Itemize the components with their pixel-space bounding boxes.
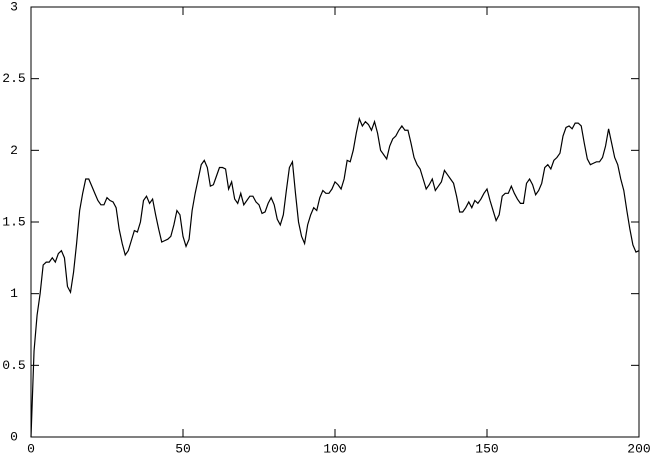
x-tick-label: 50	[175, 441, 191, 456]
y-tick-label: 0.5	[2, 358, 25, 373]
x-tick-label: 150	[475, 441, 498, 456]
y-tick-label: 3	[10, 0, 18, 14]
data-line	[30, 116, 640, 438]
y-tick-label: 1.5	[2, 214, 25, 229]
y-tick-label: 1	[10, 286, 18, 301]
y-tick-label: 0	[10, 429, 18, 444]
x-tick-label: 0	[27, 441, 35, 456]
y-tick-label: 2	[10, 143, 18, 158]
y-tick-label: 2.5	[2, 71, 25, 86]
x-tick-label: 200	[627, 441, 650, 456]
x-tick-label: 100	[323, 441, 346, 456]
plot-frame	[30, 6, 640, 438]
